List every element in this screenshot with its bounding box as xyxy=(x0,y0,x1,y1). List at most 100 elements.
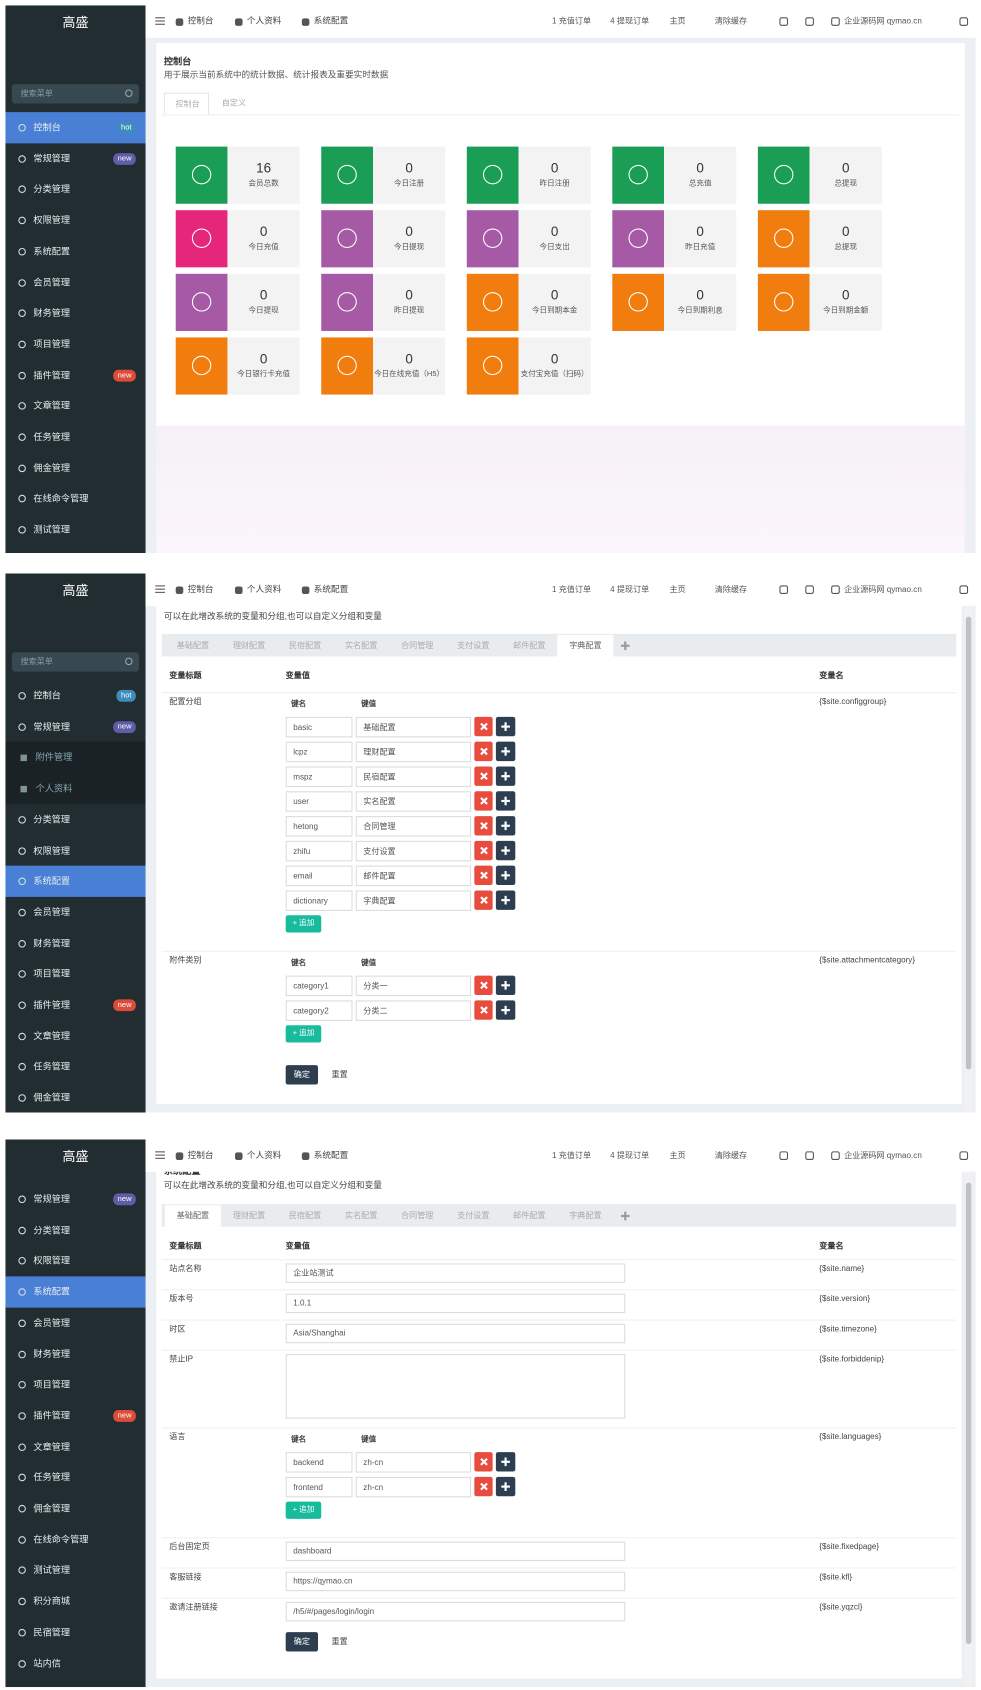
menu-item[interactable]: 会员管理 xyxy=(5,897,145,928)
key-input[interactable]: mspz xyxy=(285,765,353,787)
remove-button[interactable] xyxy=(474,1452,493,1472)
add-tab[interactable] xyxy=(618,1207,633,1223)
reset-button[interactable]: 重置 xyxy=(323,1632,355,1651)
tab[interactable]: 实名配置 xyxy=(333,1205,389,1227)
drag-button[interactable] xyxy=(495,1452,516,1472)
nav-tab[interactable]: 系统配置 xyxy=(313,16,349,26)
header-icon[interactable] xyxy=(805,585,814,594)
menu-item[interactable]: 财务管理 xyxy=(5,928,145,959)
key-input[interactable]: hetong xyxy=(285,815,353,837)
menu-item[interactable]: 任务管理 xyxy=(5,422,145,453)
key-input[interactable]: email xyxy=(285,865,353,886)
menu-item[interactable]: 项目管理 xyxy=(5,1369,145,1400)
value-input[interactable]: 基础配置 xyxy=(355,716,472,737)
remove-button[interactable] xyxy=(474,1000,493,1020)
header-link[interactable]: 4 提现订单 xyxy=(610,16,650,26)
header-link[interactable]: 1 充值订单 xyxy=(551,16,592,26)
key-input[interactable]: frontend xyxy=(285,1476,353,1497)
menu-item[interactable]: 权限管理 xyxy=(5,835,145,866)
menu-item[interactable]: 常规管理 new xyxy=(5,711,145,742)
header-link[interactable]: 1 充值订单 xyxy=(551,584,592,594)
header-link[interactable]: 4 提现订单 xyxy=(610,1150,650,1160)
header-link[interactable]: 主页 xyxy=(669,1150,686,1160)
drag-button[interactable] xyxy=(495,741,516,762)
value-input[interactable]: 邮件配置 xyxy=(355,865,472,886)
submit-button[interactable]: 确定 xyxy=(285,1632,319,1652)
drag-button[interactable] xyxy=(495,766,516,786)
menu-toggle[interactable] xyxy=(155,1151,165,1153)
menu-item[interactable]: 分类管理 xyxy=(5,804,145,835)
menu-item[interactable]: 控制台 hot xyxy=(5,680,145,711)
menu-item[interactable]: 财务管理 xyxy=(5,1338,145,1369)
value-input[interactable]: zh-cn xyxy=(355,1451,472,1473)
header-icon[interactable] xyxy=(805,1151,814,1160)
drag-button[interactable] xyxy=(495,840,516,861)
key-input[interactable]: zhifu xyxy=(285,840,353,861)
search-box[interactable]: 搜索菜单 xyxy=(11,84,140,104)
menu-item[interactable]: 分类管理 xyxy=(5,1215,145,1246)
remove-button[interactable] xyxy=(474,975,493,996)
header-link[interactable]: 企业源码网 qymao.cn xyxy=(844,16,922,26)
menu-item[interactable]: 在线命令管理 xyxy=(5,1524,145,1555)
drag-button[interactable] xyxy=(495,890,516,910)
value-input[interactable]: 民宿配置 xyxy=(355,765,472,787)
menu-item[interactable]: 文章管理 xyxy=(5,1021,145,1052)
menu-item[interactable]: 插件管理 new xyxy=(5,360,145,391)
menu-item[interactable]: 常规管理 new xyxy=(5,143,145,174)
header-icon[interactable] xyxy=(805,17,814,26)
header-link[interactable]: 主页 xyxy=(669,16,686,26)
tab[interactable]: 理财配置 xyxy=(221,1205,277,1227)
menu-item[interactable]: 民宿管理 xyxy=(5,1617,145,1648)
tab[interactable]: 合同管理 xyxy=(389,1205,445,1227)
tab[interactable]: 理财配置 xyxy=(221,635,277,657)
tab[interactable]: 民宿配置 xyxy=(277,1205,333,1227)
submenu-item[interactable]: 个人资料 xyxy=(5,773,146,805)
menu-item[interactable]: 测试管理 xyxy=(5,514,145,545)
tab[interactable]: 字典配置 xyxy=(557,1205,613,1227)
header-icon[interactable] xyxy=(779,1151,789,1160)
drag-button[interactable] xyxy=(495,865,516,886)
drag-button[interactable] xyxy=(495,975,516,996)
tab[interactable]: 邮件配置 xyxy=(501,635,557,657)
tab[interactable]: 实名配置 xyxy=(333,635,389,657)
menu-toggle[interactable] xyxy=(155,585,165,587)
drag-button[interactable] xyxy=(495,1000,516,1020)
menu-item[interactable]: 项目管理 xyxy=(5,959,145,990)
menu-item[interactable]: 积分商城 xyxy=(5,1586,145,1617)
menu-item[interactable]: 任务管理 xyxy=(5,1051,145,1082)
tab[interactable]: 基础配置 xyxy=(164,1205,221,1227)
menu-item[interactable]: 佣金管理 xyxy=(5,452,145,483)
header-icon[interactable] xyxy=(959,1151,969,1160)
nav-tab[interactable]: 个人资料 xyxy=(246,16,282,26)
menu-item[interactable]: 财务管理 xyxy=(5,298,145,329)
tab[interactable]: 控制台 xyxy=(163,92,210,115)
remove-button[interactable] xyxy=(474,1476,493,1497)
menu-item[interactable]: 系统配置 xyxy=(5,865,146,898)
value-input[interactable]: 字典配置 xyxy=(355,889,472,911)
header-link[interactable]: 清除缓存 xyxy=(714,584,748,594)
drag-button[interactable] xyxy=(495,816,516,836)
drag-button[interactable] xyxy=(495,1476,516,1497)
key-input[interactable]: user xyxy=(285,790,353,812)
value-input[interactable]: 实名配置 xyxy=(355,790,472,812)
menu-item[interactable]: 会员管理 xyxy=(5,267,145,298)
menu-item[interactable]: 在线命令管理 xyxy=(5,483,145,514)
nav-tab[interactable]: 个人资料 xyxy=(246,1150,282,1160)
tab[interactable]: 民宿配置 xyxy=(277,635,333,657)
header-link[interactable]: 1 充值订单 xyxy=(551,1150,592,1160)
add-tab[interactable] xyxy=(618,637,633,653)
nav-tab[interactable]: 控制台 xyxy=(187,1150,214,1160)
header-icon[interactable] xyxy=(959,585,969,594)
menu-item[interactable]: 系统配置 xyxy=(5,236,145,267)
key-input[interactable]: basic xyxy=(285,716,353,737)
menu-item[interactable]: 佣金管理 xyxy=(5,1493,145,1524)
remove-button[interactable] xyxy=(474,741,493,762)
menu-item[interactable]: 权限管理 xyxy=(5,205,145,236)
text-input[interactable]: https://qymao.cn xyxy=(285,1571,626,1592)
header-link[interactable]: 4 提现订单 xyxy=(610,584,650,594)
tab[interactable]: 支付设置 xyxy=(445,1205,501,1227)
header-icon[interactable] xyxy=(779,585,789,594)
value-input[interactable]: zh-cn xyxy=(355,1476,472,1497)
append-button[interactable]: + 追加 xyxy=(285,1501,322,1519)
search-box[interactable]: 搜索菜单 xyxy=(11,652,140,672)
